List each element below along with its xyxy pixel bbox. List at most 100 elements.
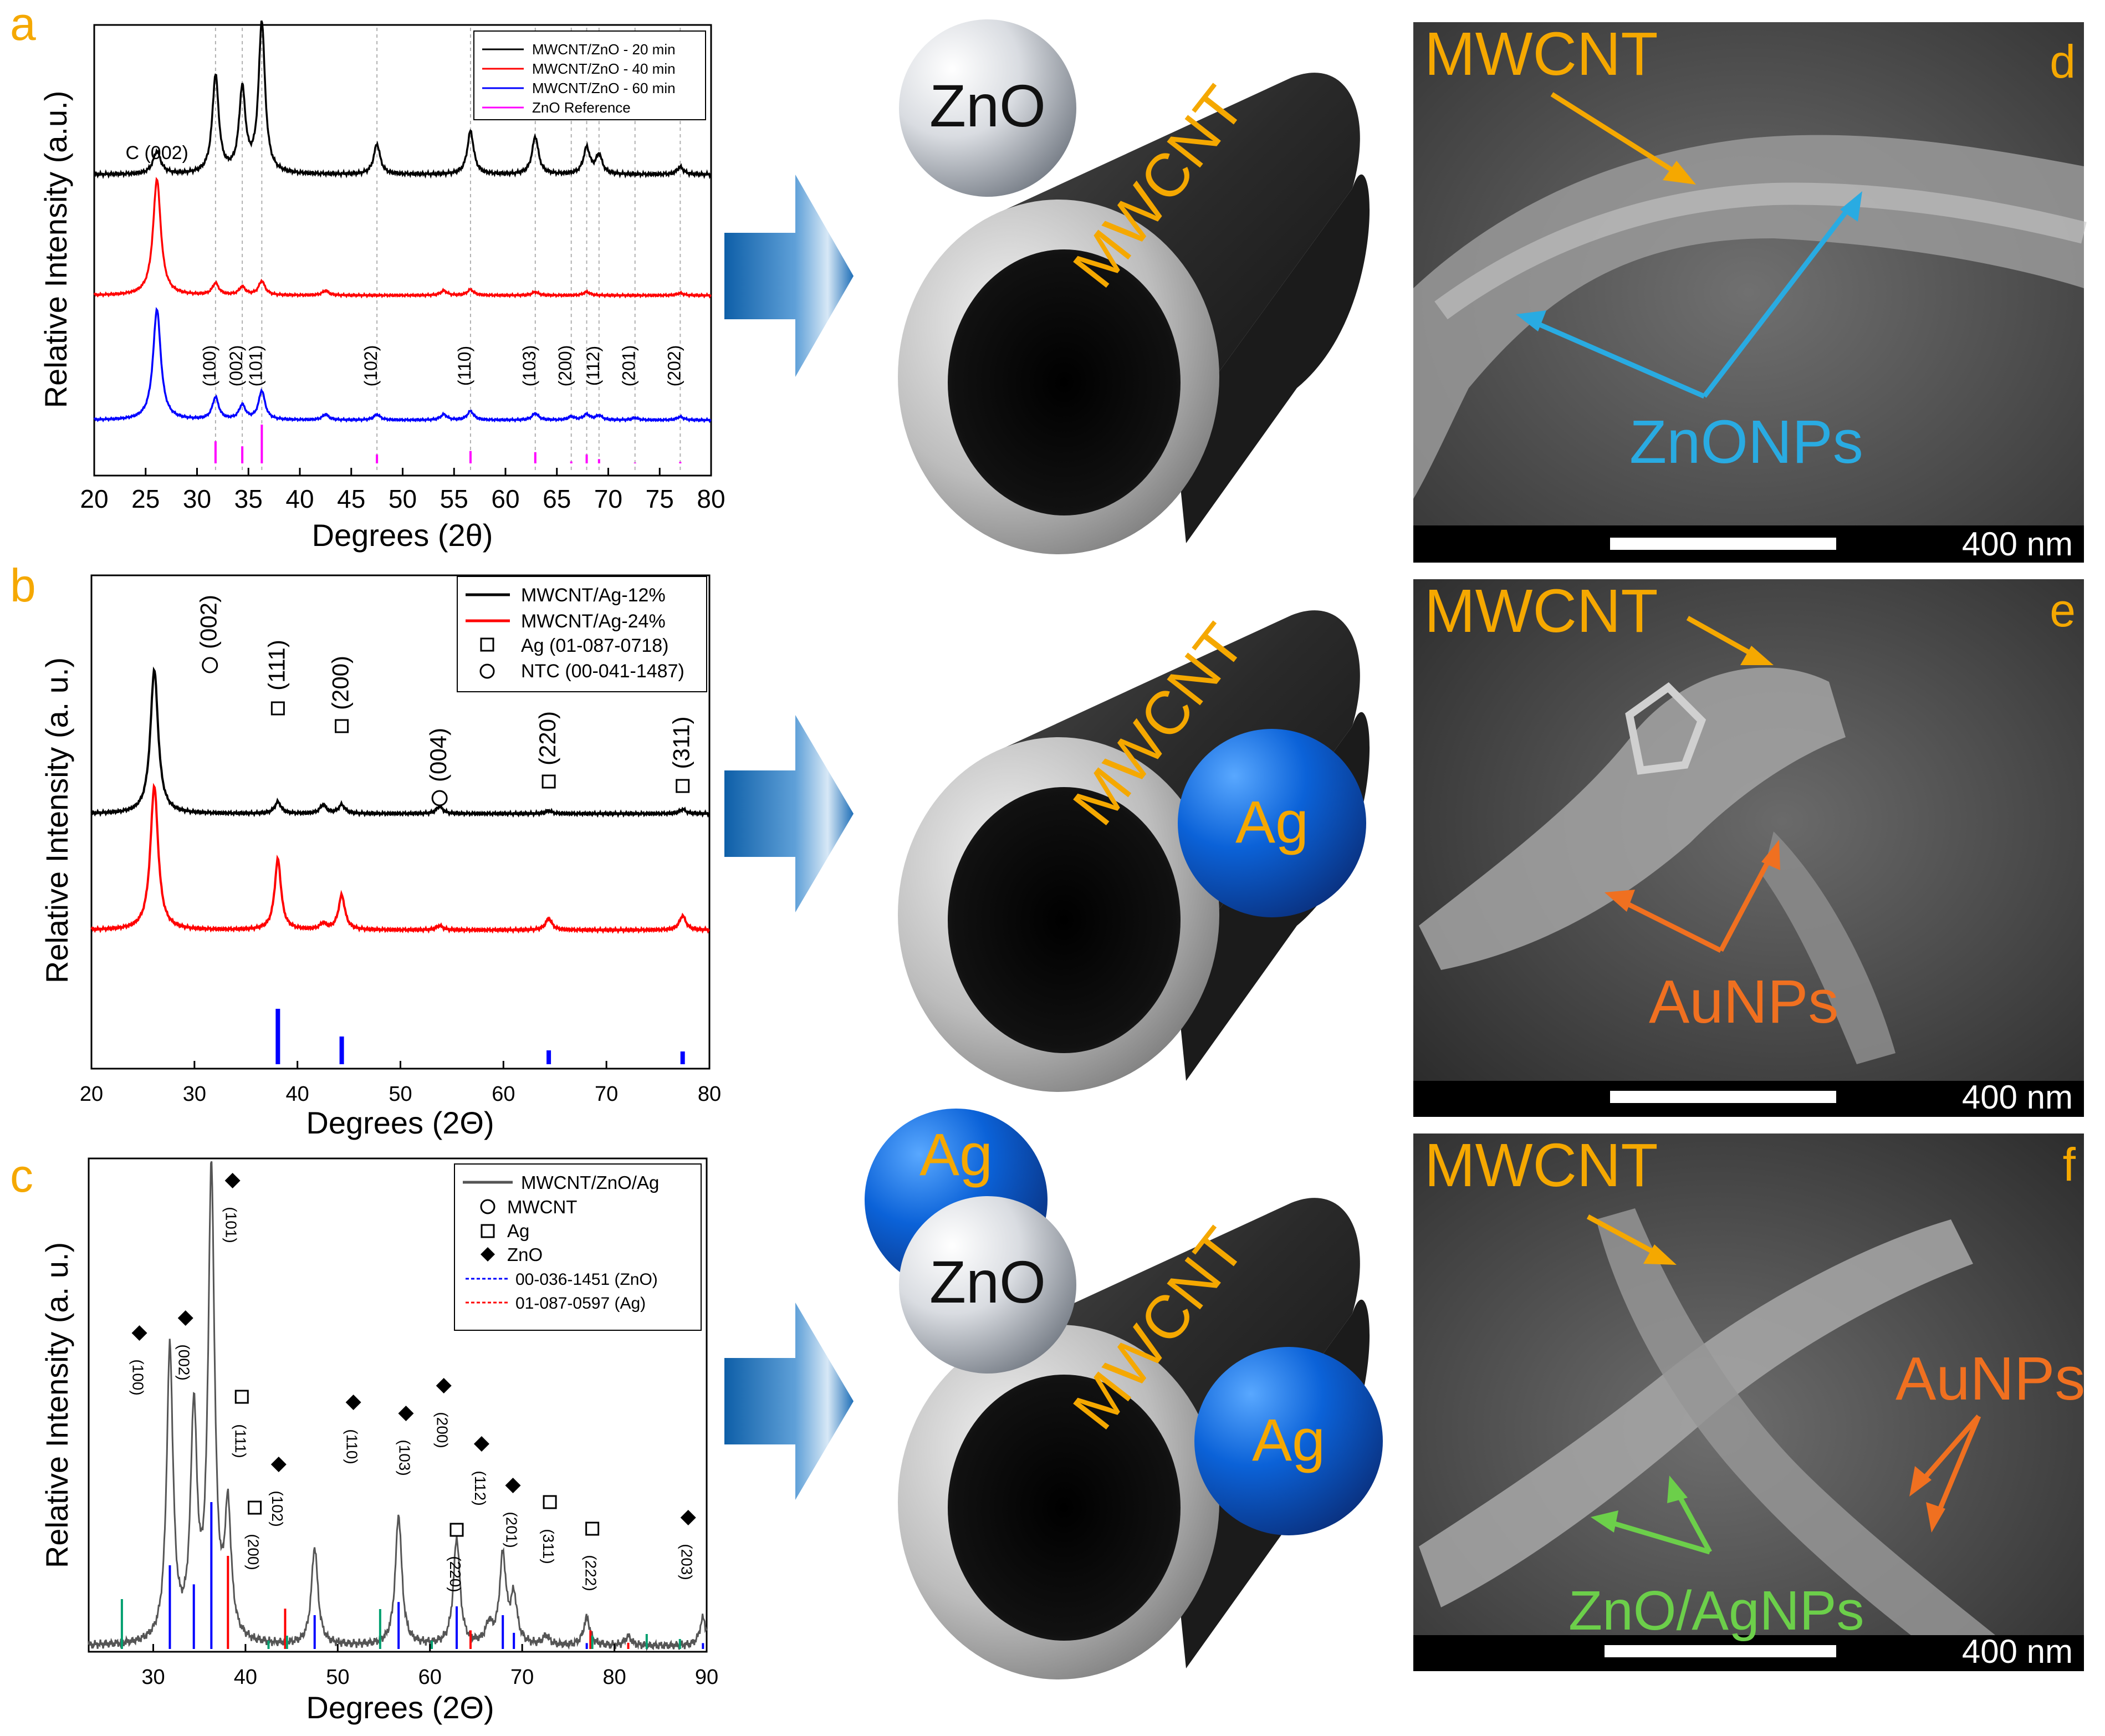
peak-label: (110) (344, 1429, 361, 1464)
diamond-marker-icon (473, 1436, 489, 1452)
peak-label: (002) (226, 345, 246, 387)
sem-panel-e: 400 nm e MWCNT AuNPs (1413, 577, 2084, 1117)
legend: MWCNT/Ag-12% MWCNT/Ag-24% Ag (01-087-071… (457, 576, 707, 692)
panel-a: a 20 25 30 35 40 45 50 55 60 65 70 75 80 C (002) (100… (10, 0, 725, 553)
x-tick-label: 70 (510, 1666, 534, 1689)
diffractogram-series (88, 1161, 708, 1651)
diamond-marker-icon (345, 1395, 361, 1410)
x-tick-label: 55 (440, 484, 468, 513)
right-arrow-icon (724, 1303, 854, 1500)
x-axis-label: Degrees (2Θ) (306, 1690, 494, 1725)
panel-letter: e (2050, 584, 2076, 636)
peak-label: (102) (269, 1490, 286, 1526)
diffractogram-series (93, 20, 712, 463)
legend-entry: MWCNT/Ag-24% (521, 611, 666, 632)
pointer-arrow (1674, 1489, 1712, 1554)
sem-panel-d: 400 nm d MWCNT ZnONPs (1413, 20, 2087, 563)
y-axis-label: Relative Intensity (a. u.) (39, 1242, 74, 1568)
peak-label: (112) (583, 346, 603, 386)
x-tick-label: 80 (602, 1666, 626, 1689)
peak-label: (222) (583, 1555, 600, 1591)
legend: MWCNT/ZnO/Ag MWCNT Ag ZnO 00-036-1451 (Z… (454, 1163, 702, 1331)
pointer-arrow (1719, 855, 1773, 952)
x-axis-label: Degrees (2θ) (312, 518, 493, 553)
square-marker-icon (480, 637, 494, 652)
scale-bar (1610, 538, 1836, 550)
zno-sphere-icon (899, 1196, 1076, 1374)
peak-label: (112) (472, 1471, 489, 1505)
pointer-arrow (1586, 1214, 1662, 1258)
panel-letter: a (10, 0, 36, 50)
legend-entry: ZnO Reference (532, 99, 631, 116)
panel-letter: c (10, 1150, 33, 1202)
x-tick-label: 80 (697, 484, 725, 513)
x-axis-ticks: 20 30 40 50 60 70 80 (80, 1061, 721, 1106)
diamond-marker-icon (481, 1247, 495, 1262)
diamond-marker-icon (436, 1378, 452, 1393)
peak-label: (200) (555, 345, 575, 387)
legend-entry: MWCNT/Ag-12% (521, 585, 666, 606)
x-tick-label: 20 (80, 484, 108, 513)
legend-entry: MWCNT/ZnO - 40 min (532, 60, 676, 77)
right-arrow-icon (724, 715, 854, 912)
x-tick-label: 40 (285, 484, 314, 513)
legend-entry: 00-036-1451 (ZnO) (515, 1270, 658, 1289)
x-tick-label: 65 (543, 484, 571, 513)
sem-panel-f: 400 nm f MWCNT AuNPs ZnO/AgNPs (1413, 1131, 2085, 1671)
x-axis-ticks: 20 25 30 35 40 45 50 55 60 65 70 75 80 (80, 468, 725, 513)
x-tick-label: 30 (183, 1083, 206, 1106)
x-tick-label: 30 (183, 484, 211, 513)
sem-label-mwcnt: MWCNT (1424, 577, 1658, 645)
legend-entry: MWCNT/ZnO - 60 min (532, 80, 676, 96)
diamond-marker-icon (398, 1406, 414, 1421)
scale-bar (1605, 1645, 1836, 1657)
x-tick-label: 75 (646, 484, 674, 513)
sphere-label: Ag (1252, 1406, 1325, 1473)
pointer-arrow (1686, 616, 1759, 659)
peak-label: (101) (223, 1207, 240, 1243)
nanotube-bundle (1419, 667, 1846, 970)
peak-labels: (002) (111) (200) (004) (220) (311) (196, 595, 694, 806)
y-axis-label: Relative Intensity (a. u.) (39, 657, 74, 983)
process-arrow (724, 175, 854, 377)
sem-label-aunps: AuNPs (1895, 1345, 2085, 1413)
series-line (93, 20, 712, 180)
panel-letter: b (10, 559, 36, 611)
peak-label: (101) (246, 345, 265, 387)
x-tick-label: 30 (141, 1666, 165, 1689)
x-tick-label: 60 (418, 1666, 442, 1689)
pointer-arrow (1550, 92, 1681, 177)
peak-label: (203) (678, 1544, 696, 1580)
square-marker-icon (541, 774, 556, 789)
schematic-mwcnt-zno-ag: Ag ZnO MWCNT Ag (865, 1109, 1383, 1679)
sem-label-zno-agnps: ZnO/AgNPs (1568, 1580, 1864, 1642)
square-marker-icon (449, 1523, 464, 1537)
peak-label: (220) (447, 1556, 464, 1592)
square-marker-icon (248, 1500, 262, 1515)
process-arrow (724, 1303, 854, 1500)
x-tick-label: 20 (80, 1083, 103, 1106)
peak-label: (100) (200, 345, 219, 387)
plot-frame (88, 1157, 708, 1653)
peak-label: (100) (130, 1359, 147, 1395)
legend-entry: 01-087-0597 (Ag) (515, 1294, 646, 1313)
peak-labels: (100) (002) (101) (111) (200) (102) (110) (103)… (130, 1173, 696, 1592)
sem-label-znonps: ZnONPs (1629, 408, 1863, 476)
peak-label: (111) (263, 640, 289, 691)
right-arrow-icon (724, 175, 854, 377)
diffractogram-series (90, 666, 710, 1064)
ag-sphere-icon (1178, 729, 1366, 917)
panel-letter: d (2050, 35, 2076, 88)
pointer-arrow (1531, 319, 1705, 399)
x-tick-label: 45 (337, 484, 365, 513)
peak-label: (220) (534, 711, 560, 765)
scale-label: 400 nm (1962, 525, 2073, 563)
legend: MWCNT/ZnO - 20 min MWCNT/ZnO - 40 min MW… (473, 30, 706, 120)
legend-entry: Ag (507, 1221, 529, 1241)
peak-label: (004) (425, 728, 451, 782)
square-marker-icon (481, 1224, 495, 1238)
pointer-arrow (1918, 1415, 1981, 1484)
x-tick-label: 40 (286, 1083, 309, 1106)
circle-marker-icon (202, 657, 218, 673)
diamond-marker-icon (270, 1457, 287, 1472)
